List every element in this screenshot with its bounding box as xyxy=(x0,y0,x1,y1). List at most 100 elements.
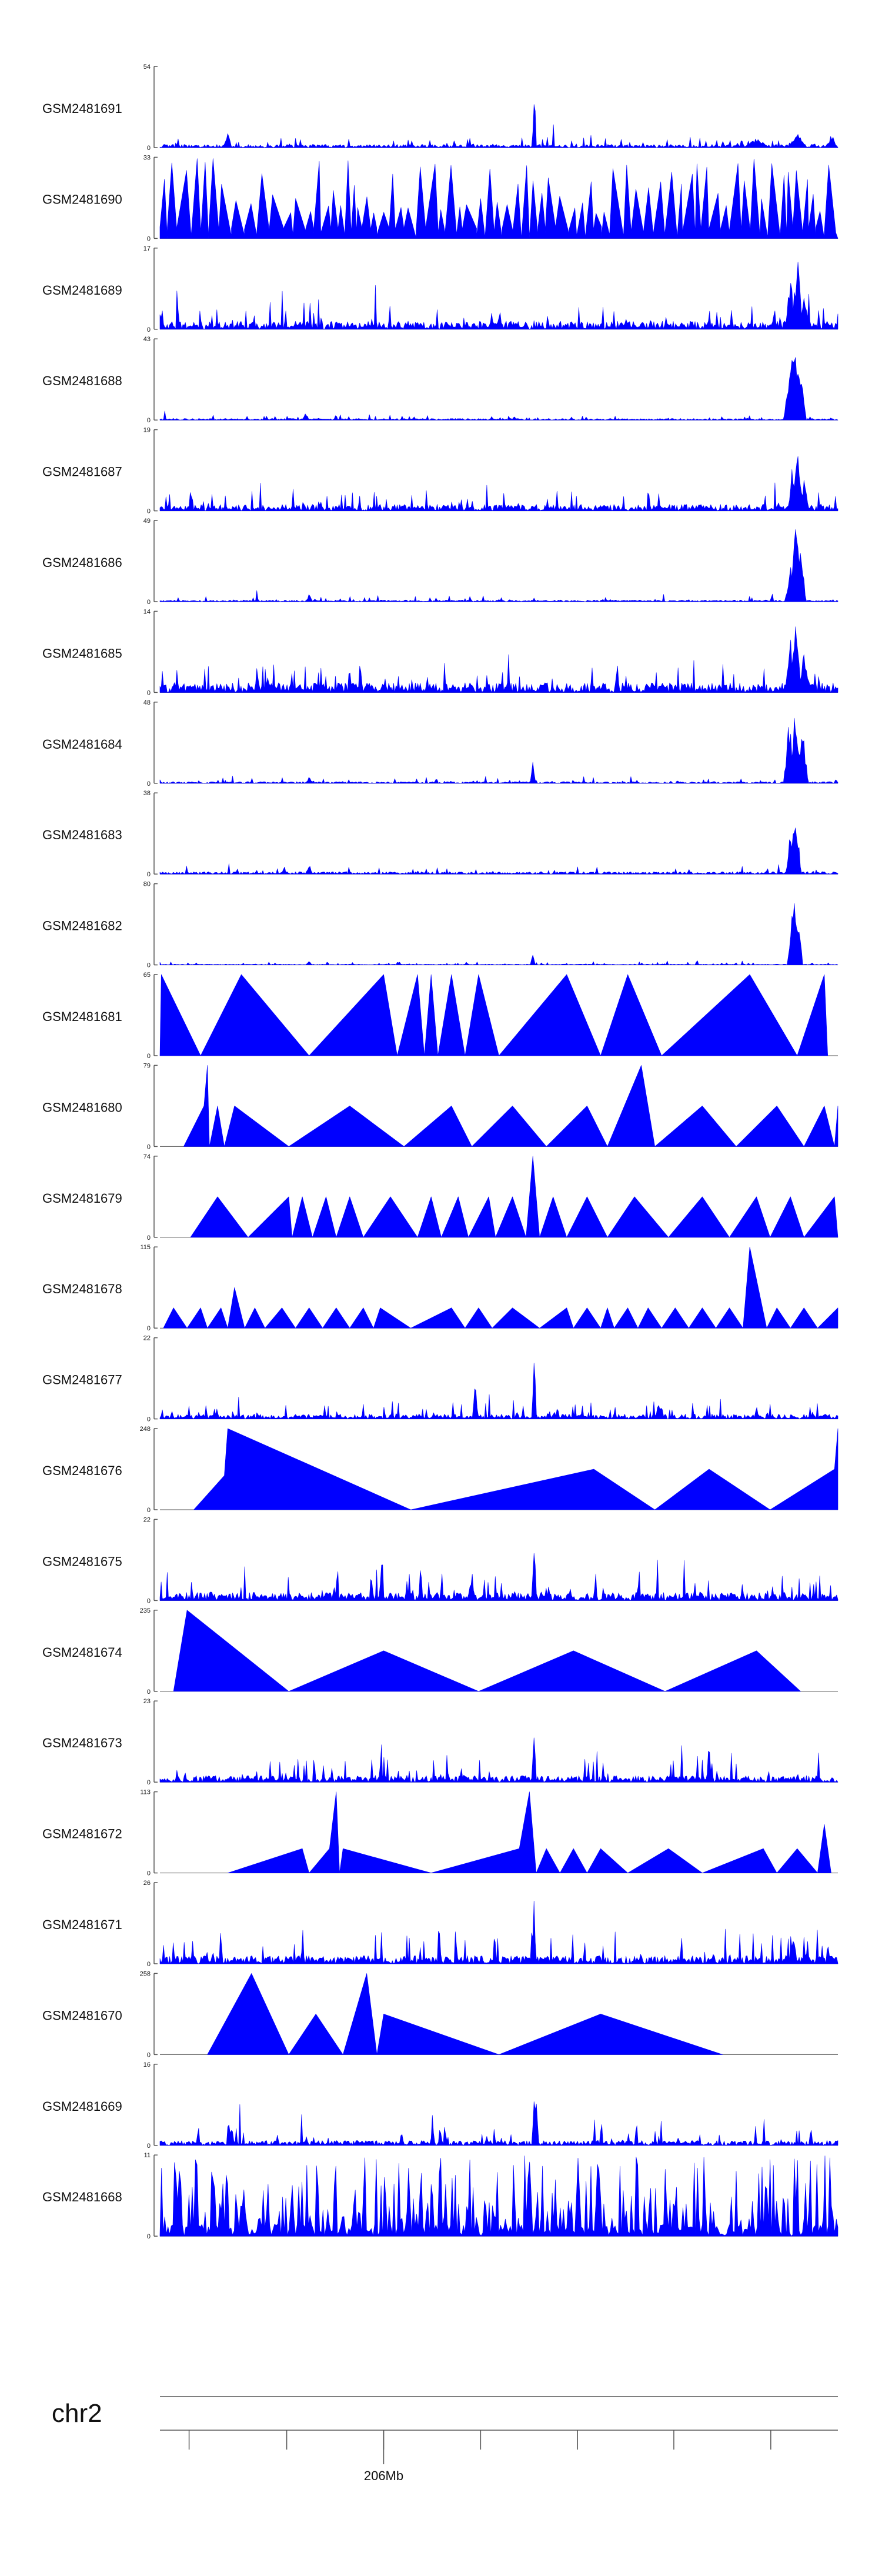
signal-area xyxy=(159,1553,838,1601)
track-GSM2481690: GSM2481690 33 0 xyxy=(42,154,838,242)
track-label: GSM2481678 xyxy=(42,1282,122,1296)
track-ymin-label: 0 xyxy=(147,235,151,242)
track-ymax-label: 113 xyxy=(140,1789,151,1796)
signal-area xyxy=(159,2101,838,2146)
signal-area xyxy=(159,262,838,330)
signal-area xyxy=(159,1363,838,1419)
track-ymax-label: 49 xyxy=(143,518,151,525)
track-ymin-label: 0 xyxy=(147,689,151,696)
track-GSM2481684: GSM2481684 48 0 xyxy=(42,699,838,788)
track-ymax-label: 22 xyxy=(143,1516,151,1523)
track-ymin-label: 0 xyxy=(147,1053,151,1060)
track-ymax-label: 235 xyxy=(140,1607,151,1614)
signal-area xyxy=(159,626,838,693)
track-ymax-label: 22 xyxy=(143,1335,151,1342)
signal-area xyxy=(159,1737,838,1783)
track-ymin-label: 0 xyxy=(147,2233,151,2240)
track-ymin-label: 0 xyxy=(147,508,151,515)
track-label: GSM2481668 xyxy=(42,2190,122,2204)
track-ymax-label: 74 xyxy=(143,1153,151,1160)
track-ymin-label: 0 xyxy=(147,599,151,606)
track-label: GSM2481685 xyxy=(42,646,122,660)
track-GSM2481672: GSM2481672 113 0 xyxy=(42,1789,838,1877)
track-label: GSM2481673 xyxy=(42,1736,122,1750)
track-ymax-label: 33 xyxy=(143,154,151,161)
track-label: GSM2481671 xyxy=(42,1917,122,1932)
track-ymin-label: 0 xyxy=(147,1597,151,1604)
track-GSM2481678: GSM2481678 115 0 xyxy=(42,1244,838,1332)
track-ymin-label: 0 xyxy=(147,1961,151,1968)
signal-area xyxy=(159,903,838,965)
track-GSM2481686: GSM2481686 49 0 xyxy=(42,518,838,606)
track-ymax-label: 115 xyxy=(140,1244,151,1251)
axis-ticks xyxy=(188,2430,771,2464)
track-ymax-label: 23 xyxy=(143,1698,151,1705)
track-label: GSM2481680 xyxy=(42,1100,122,1115)
track-label: GSM2481681 xyxy=(42,1009,122,1024)
track-ymax-label: 38 xyxy=(143,790,151,797)
track-label: GSM2481674 xyxy=(42,1645,122,1660)
track-ymax-label: 48 xyxy=(143,699,151,706)
track-GSM2481668: GSM2481668 11 0 xyxy=(42,2152,838,2240)
track-label: GSM2481669 xyxy=(42,2099,122,2114)
track-ymin-label: 0 xyxy=(147,871,151,878)
track-ymax-label: 54 xyxy=(143,64,151,71)
track-GSM2481676: GSM2481676 248 0 xyxy=(42,1426,838,1514)
track-GSM2481673: GSM2481673 23 0 xyxy=(42,1698,838,1786)
track-ymin-label: 0 xyxy=(147,1779,151,1786)
signal-area xyxy=(228,1791,831,1873)
signal-area xyxy=(159,357,838,421)
track-label: GSM2481690 xyxy=(42,192,122,206)
track-label: GSM2481679 xyxy=(42,1191,122,1206)
signal-area xyxy=(159,974,828,1056)
track-GSM2481691: GSM2481691 54 0 xyxy=(42,64,838,152)
signal-area xyxy=(207,1973,723,2055)
track-GSM2481688: GSM2481688 43 0 xyxy=(42,336,838,424)
track-label: GSM2481676 xyxy=(42,1463,122,1478)
track-ymin-label: 0 xyxy=(147,145,151,152)
track-ymax-label: 80 xyxy=(143,881,151,888)
genome-axis: chr2 206Mb xyxy=(52,2396,838,2483)
track-ymin-label: 0 xyxy=(147,417,151,424)
tracks-layer: GSM2481691540GSM2481690330GSM2481689170G… xyxy=(42,64,838,2240)
track-GSM2481680: GSM2481680 79 0 xyxy=(42,1062,838,1150)
track-GSM2481671: GSM2481671 26 0 xyxy=(42,1880,838,1968)
track-ymin-label: 0 xyxy=(147,1689,151,1696)
signal-area xyxy=(159,158,838,239)
track-GSM2481677: GSM2481677 22 0 xyxy=(42,1335,838,1423)
track-ymin-label: 0 xyxy=(147,780,151,788)
signal-area xyxy=(173,1610,801,1692)
signal-area xyxy=(159,529,838,602)
track-GSM2481685: GSM2481685 14 0 xyxy=(42,608,838,696)
track-GSM2481683: GSM2481683 38 0 xyxy=(42,790,838,878)
track-label: GSM2481686 xyxy=(42,555,122,570)
track-label: GSM2481670 xyxy=(42,2008,122,2023)
signal-area xyxy=(159,1901,838,1964)
track-ymin-label: 0 xyxy=(147,962,151,969)
track-GSM2481682: GSM2481682 80 0 xyxy=(42,881,838,969)
track-GSM2481679: GSM2481679 74 0 xyxy=(42,1153,838,1242)
track-ymax-label: 43 xyxy=(143,336,151,343)
track-ymin-label: 0 xyxy=(147,2051,151,2058)
signal-area xyxy=(183,1065,838,1147)
signal-area xyxy=(190,1156,838,1238)
track-label: GSM2481684 xyxy=(42,737,122,752)
track-label: GSM2481688 xyxy=(42,373,122,388)
track-ymin-label: 0 xyxy=(147,1416,151,1423)
track-GSM2481669: GSM2481669 16 0 xyxy=(42,2061,838,2150)
signal-area xyxy=(159,456,838,511)
track-ymax-label: 19 xyxy=(143,427,151,434)
track-ymin-label: 0 xyxy=(147,1325,151,1332)
track-ymax-label: 258 xyxy=(140,1970,151,1977)
track-label: GSM2481672 xyxy=(42,1827,122,1841)
track-ymin-label: 0 xyxy=(147,1234,151,1242)
signal-area xyxy=(163,1246,838,1329)
signal-area xyxy=(159,718,838,784)
track-label: GSM2481691 xyxy=(42,101,122,116)
track-ymin-label: 0 xyxy=(147,1143,151,1150)
track-ymax-label: 79 xyxy=(143,1062,151,1069)
track-GSM2481681: GSM2481681 65 0 xyxy=(42,972,838,1060)
signal-area xyxy=(159,827,838,875)
track-ymax-label: 26 xyxy=(143,1880,151,1887)
